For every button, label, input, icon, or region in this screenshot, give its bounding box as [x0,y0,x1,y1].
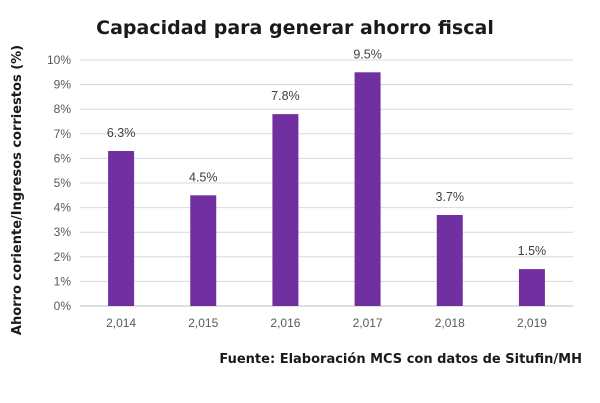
bar-2019 [518,269,545,306]
y-tick-label: 8% [54,102,72,116]
y-tick-label: 10% [47,53,71,67]
bar-2016 [272,114,299,307]
bar-2017 [354,72,381,306]
gridlines [80,59,573,307]
bar-2014 [108,151,135,306]
y-axis-label: Ahorro coriente/Ingresos corriestos (%) [10,45,25,335]
y-tick-label: 5% [54,176,72,190]
x-tick-label: 2,016 [270,316,300,330]
y-tick-label: 9% [54,78,72,92]
data-labels: 6.3% 4.5% 7.8% 9.5% 3.7% 1.5% [107,47,546,258]
data-label: 6.3% [107,126,136,140]
y-tick-label: 3% [54,225,72,239]
x-tick-label: 2,019 [517,316,547,330]
y-axis-ticks: 0% 1% 2% 3% 4% 5% 6% 7% 8% 9% 10% [47,53,71,313]
x-tick-label: 2,018 [435,316,465,330]
y-tick-label: 2% [54,250,72,264]
bar-2015 [190,195,217,306]
data-label: 3.7% [436,190,465,204]
bar-2018 [436,214,463,306]
data-label: 7.8% [271,89,300,103]
x-axis-ticks: 2,014 2,015 2,016 2,017 2,018 2,019 [106,316,547,330]
source-note: Fuente: Elaboración MCS con datos de Sit… [219,352,582,367]
y-tick-label: 7% [54,127,72,141]
y-tick-label: 6% [54,151,72,165]
data-label: 4.5% [189,170,218,184]
bars [108,72,545,307]
data-label: 9.5% [353,47,382,61]
y-tick-label: 0% [54,299,72,313]
x-tick-label: 2,015 [188,316,218,330]
y-tick-label: 1% [54,274,72,288]
y-tick-label: 4% [54,201,72,215]
data-label: 1.5% [518,244,547,258]
x-tick-label: 2,014 [106,316,136,330]
x-tick-label: 2,017 [353,316,383,330]
chart-title: Capacidad para generar ahorro fiscal [96,17,494,39]
